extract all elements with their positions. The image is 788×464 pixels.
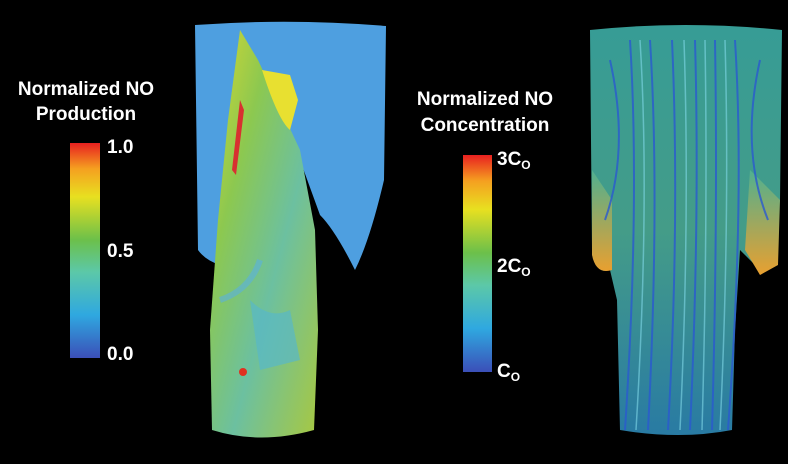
colorbar-title: Concentration bbox=[421, 115, 550, 136]
colorbar-title: Normalized NO bbox=[18, 79, 154, 100]
left-colorbar: Normalized NO Production 1.0 0.5 0.0 bbox=[18, 79, 154, 365]
tick-base: 2C bbox=[497, 256, 522, 277]
tick-base: 3C bbox=[497, 149, 522, 170]
colorbar-tick-label: 0.5 bbox=[107, 241, 134, 262]
right-colorbar: Normalized NO Concentration 3CO 2CO CO bbox=[417, 89, 553, 384]
tick-subscript: O bbox=[521, 158, 530, 172]
colorbar-tick-label: 3CO bbox=[497, 149, 531, 172]
colorbar-tick-label: CO bbox=[497, 361, 520, 384]
colorbar-title: Production bbox=[36, 104, 136, 125]
tick-subscript: O bbox=[511, 370, 520, 384]
colorbar-tick-label: 2CO bbox=[497, 256, 531, 279]
colorbar-tick-label: 0.0 bbox=[107, 344, 133, 365]
colorbar-tick-label: 1.0 bbox=[107, 137, 133, 158]
figure: Normalized NO Production 1.0 0.5 0.0 Nor… bbox=[0, 0, 788, 464]
colorbar-title: Normalized NO bbox=[417, 89, 553, 110]
tick-base: C bbox=[497, 361, 511, 382]
colorbar bbox=[70, 143, 100, 358]
tick-subscript: O bbox=[521, 265, 530, 279]
right-vessel bbox=[590, 25, 782, 435]
colorbar bbox=[463, 155, 492, 372]
page: {"left_panel": {"colorbar": {"title": ["… bbox=[0, 0, 788, 464]
left-vessel bbox=[195, 22, 386, 438]
